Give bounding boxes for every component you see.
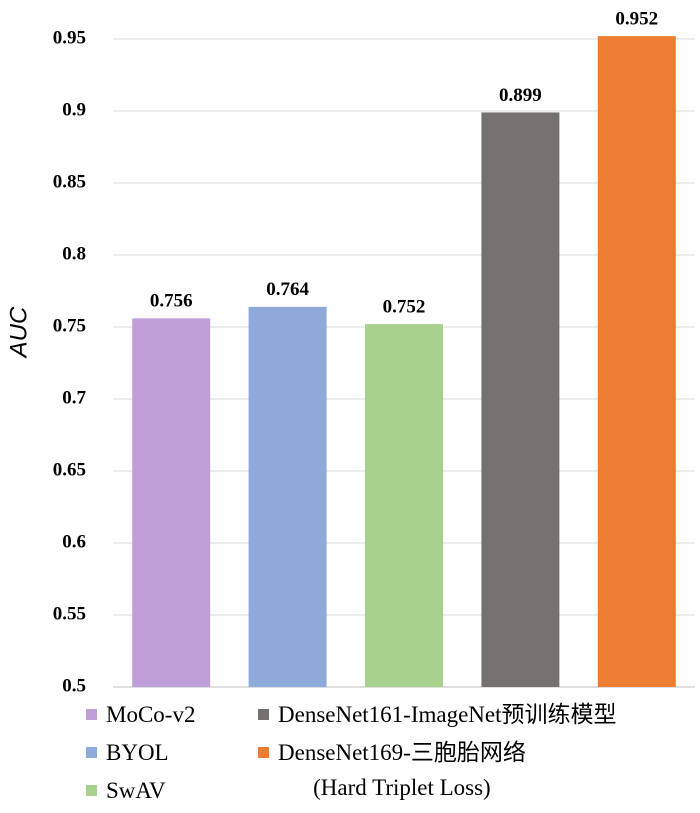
legend-swatch: [86, 709, 97, 720]
legend-item: DenseNet161-ImageNet预训练模型: [258, 697, 617, 732]
y-tick-label: 0.95: [53, 27, 86, 48]
bar: [132, 318, 211, 687]
value-label: 0.756: [150, 291, 193, 312]
legend-label: MoCo-v2: [106, 702, 196, 727]
y-tick-label: 0.6: [62, 531, 86, 552]
legend-label: SwAV: [106, 778, 166, 803]
y-tick-label: 0.75: [53, 315, 86, 336]
legend-swatch: [258, 747, 269, 758]
y-tick-label: 0.55: [53, 603, 86, 624]
legend-item: MoCo-v2: [86, 697, 195, 732]
legend-label: DenseNet169-三胞胎网络 (Hard Triplet Loss): [278, 740, 526, 800]
legend-swatch: [86, 785, 97, 796]
bar: [481, 112, 560, 687]
y-tick-label: 0.5: [62, 675, 86, 696]
y-tick-label: 0.85: [53, 171, 86, 192]
y-tick-label: 0.9: [62, 99, 86, 120]
y-tick-label: 0.7: [62, 387, 86, 408]
value-label: 0.764: [266, 279, 309, 300]
legend-swatch: [258, 709, 269, 720]
legend-swatch: [86, 747, 97, 758]
legend-item: BYOL: [86, 735, 169, 770]
y-axis-label: AUC: [5, 306, 32, 359]
value-label: 0.899: [499, 85, 542, 106]
y-tick-label: 0.65: [53, 459, 86, 480]
value-label: 0.752: [383, 296, 426, 317]
bar: [365, 324, 443, 687]
y-tick-label: 0.8: [62, 243, 86, 264]
chart: AUC 0.5 0.55 0.6 0.65 0.7 0.75 0.8 0.85 0.9 0.95 0…: [5, 8, 695, 696]
bar: [248, 306, 327, 687]
bar: [597, 36, 676, 688]
legend-label: BYOL: [106, 740, 169, 765]
legend-item: DenseNet169-三胞胎网络 (Hard Triplet Loss): [258, 735, 526, 805]
legend-item: SwAV: [86, 773, 166, 808]
legend-label: DenseNet161-ImageNet预训练模型: [278, 702, 617, 727]
value-label: 0.952: [615, 8, 658, 29]
